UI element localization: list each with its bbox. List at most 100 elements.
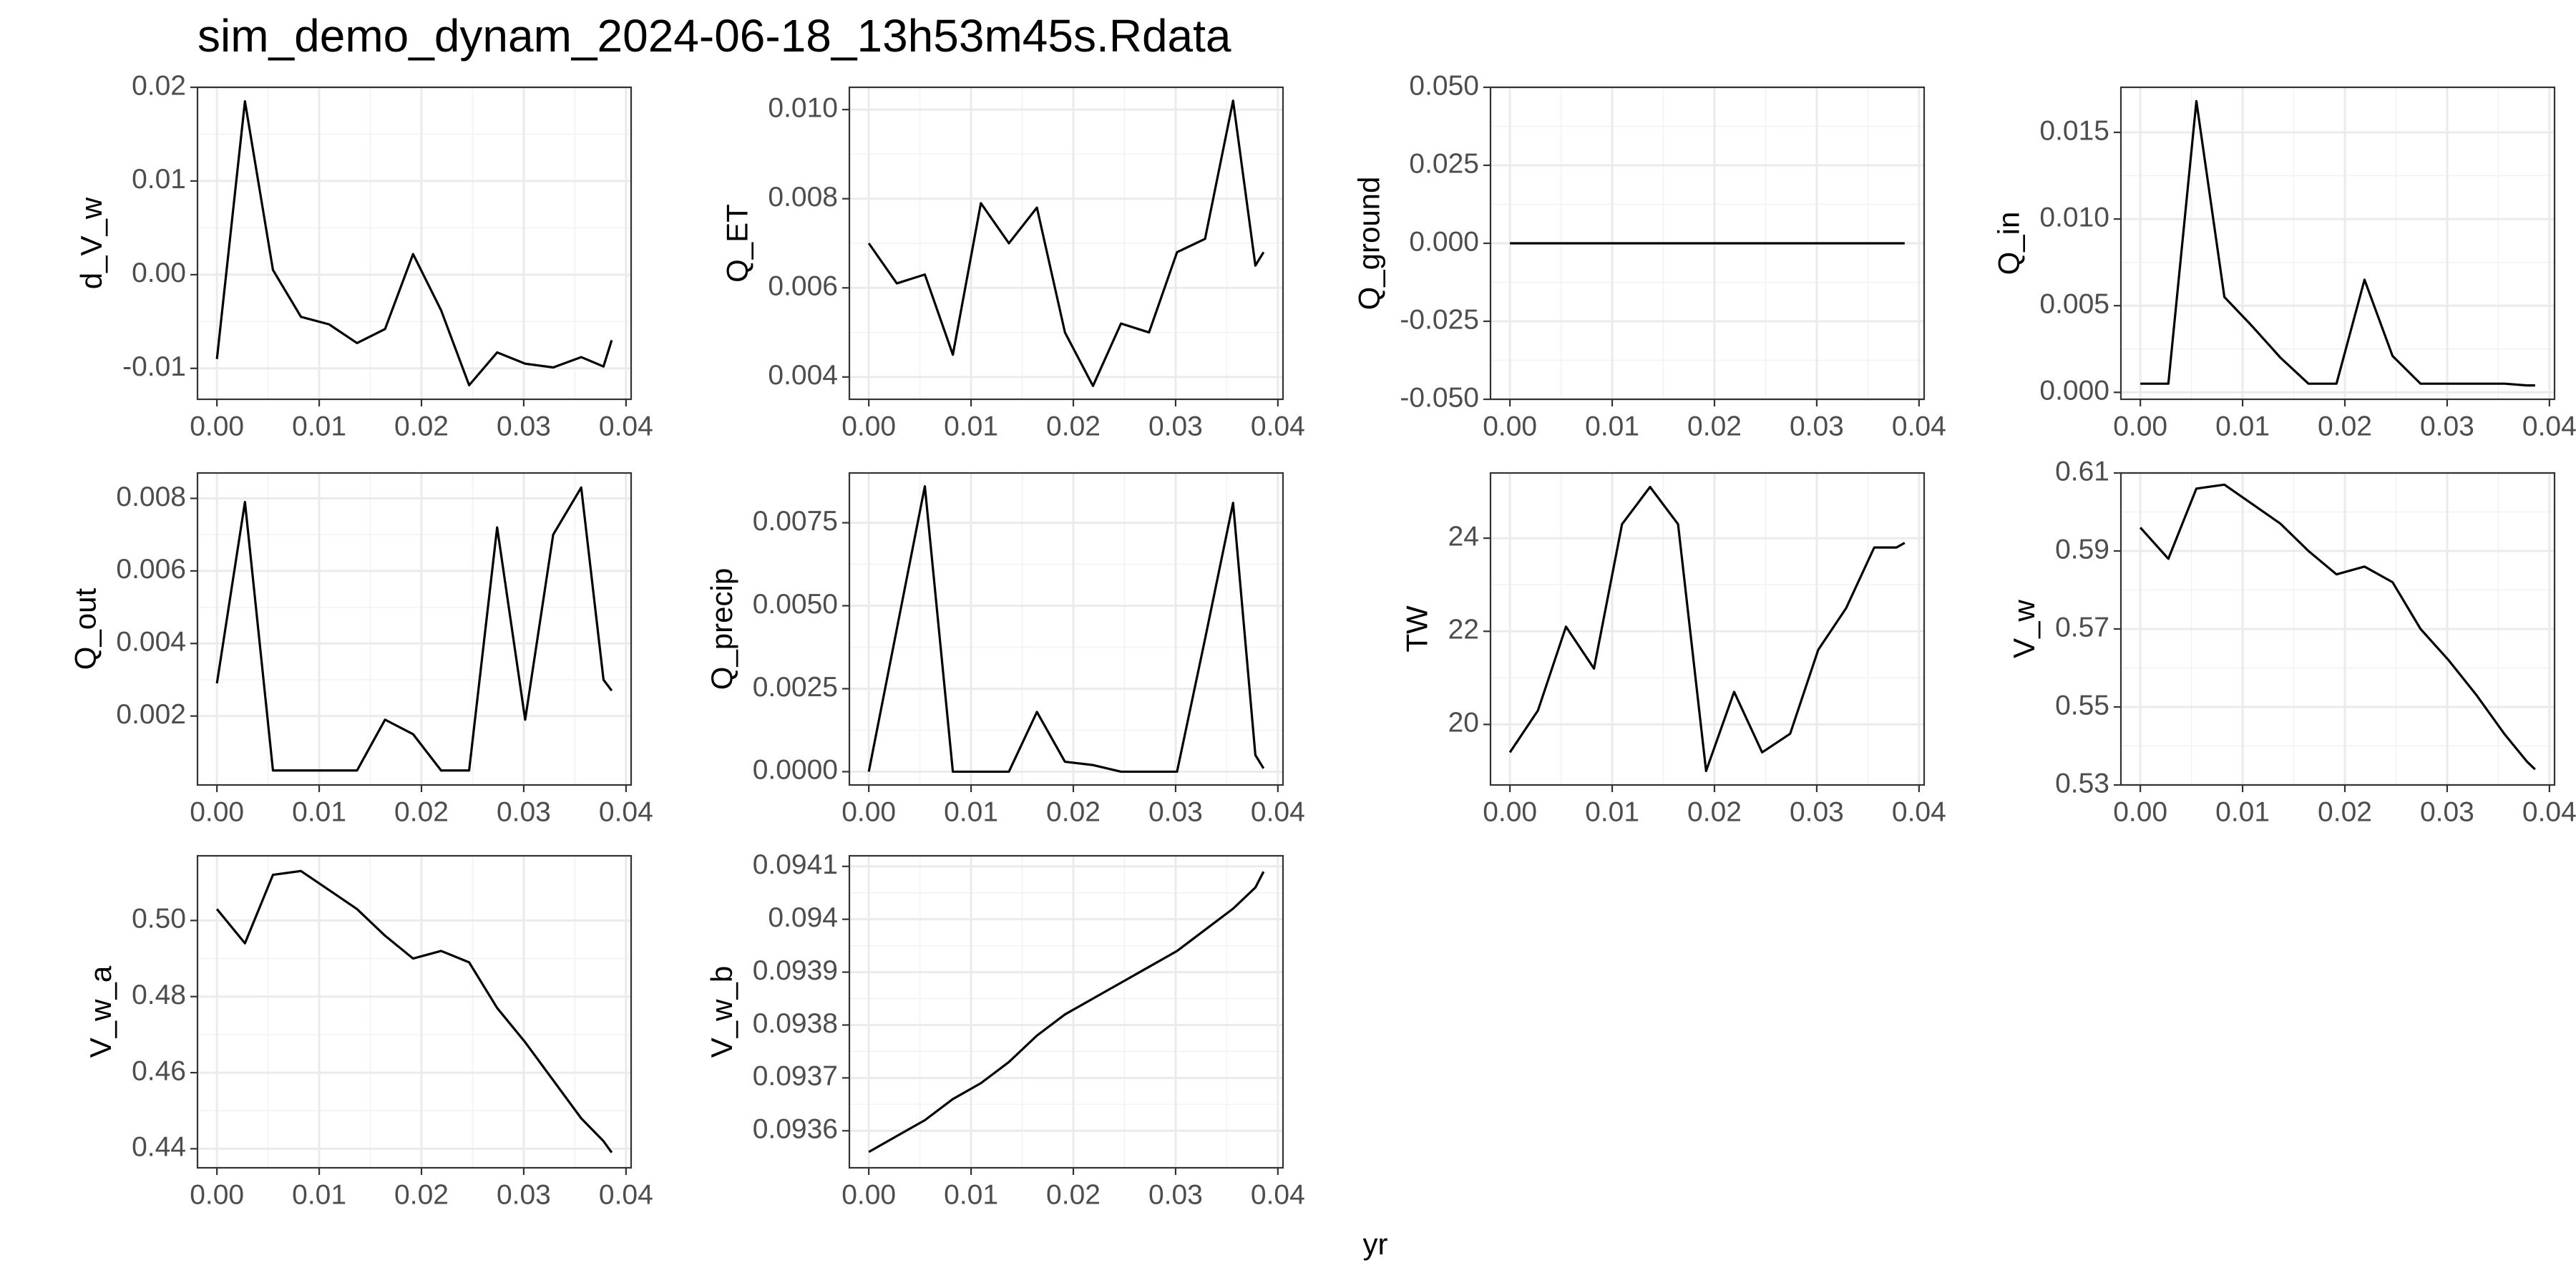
x-tick-label: 0.00 <box>190 1179 244 1210</box>
x-tick-label: 0.04 <box>599 796 653 827</box>
x-tick-label: 0.02 <box>1046 1179 1101 1210</box>
x-tick-label: 0.02 <box>1046 411 1101 441</box>
plot-background <box>849 473 1283 785</box>
y-tick-label: 0.0075 <box>753 506 838 537</box>
y-tick-label: 0.010 <box>768 92 838 123</box>
x-tick-label: 0.02 <box>1046 796 1101 827</box>
panel: 0.002 0.004 0.006 0.008 0.00 0.01 0.02 0.03 0.04… <box>68 472 653 827</box>
panel-border <box>2119 86 2556 401</box>
plot-background <box>849 856 1283 1168</box>
x-tick-label: 0.02 <box>394 411 449 441</box>
x-tick-label: 0.00 <box>190 796 244 827</box>
y-axis-title: d_V_w <box>74 197 108 289</box>
y-axis-title: TW <box>1400 605 1434 653</box>
data-line <box>867 484 1265 774</box>
y-tick-label: 0.025 <box>1409 148 1479 179</box>
panel: 0.0936 0.0937 0.0938 0.0939 0.094 0.0941 0.00 0… <box>705 849 1305 1210</box>
panel-border <box>848 86 1284 401</box>
y-tick-label: 0.53 <box>2055 768 2109 799</box>
y-tick-label: 0.50 <box>132 904 186 935</box>
panel: 20 22 24 0.00 0.01 0.02 0.03 0.04 TW <box>1400 472 1946 827</box>
y-tick-label: -0.050 <box>1400 382 1479 413</box>
x-tick-label: 0.01 <box>944 796 998 827</box>
y-tick-label: 0.004 <box>116 627 186 658</box>
y-tick-label: 0.0050 <box>753 589 838 620</box>
plot-background <box>197 473 631 785</box>
x-tick-label: 0.00 <box>190 411 244 441</box>
y-tick-label: 0.48 <box>132 980 186 1010</box>
x-tick-label: 0.03 <box>497 411 551 441</box>
data-line <box>1508 485 1906 773</box>
x-tick-label: 0.00 <box>2113 411 2167 441</box>
x-tick-label: 0.01 <box>2215 411 2270 441</box>
x-tick-label: 0.02 <box>2318 796 2372 827</box>
y-tick-label: 0.0936 <box>753 1114 838 1145</box>
panel: 0.004 0.006 0.008 0.010 0.00 0.01 0.02 0.03 0.04… <box>720 86 1305 441</box>
y-tick-label: 0.004 <box>768 360 838 391</box>
x-tick-label: 0.02 <box>1687 411 1742 441</box>
y-tick-label: 0.57 <box>2055 612 2109 643</box>
x-tick-label: 0.01 <box>1585 796 1639 827</box>
x-tick-label: 0.01 <box>1585 411 1639 441</box>
y-tick-label: 0.015 <box>2039 115 2109 146</box>
y-tick-label: 0.050 <box>1409 70 1479 101</box>
x-tick-label: 0.01 <box>2215 796 2270 827</box>
y-axis-title: Q_in <box>1991 212 2025 275</box>
y-tick-label: 0.61 <box>2055 456 2109 487</box>
data-line <box>2139 483 2536 771</box>
y-tick-label: 0.46 <box>132 1055 186 1086</box>
y-tick-label: -0.025 <box>1400 304 1479 335</box>
panel-border <box>196 472 633 786</box>
data-line <box>868 871 1265 1153</box>
y-tick-label: 0.0939 <box>753 955 838 986</box>
y-tick-label: -0.01 <box>122 351 186 382</box>
x-tick-label: 0.01 <box>292 411 346 441</box>
data-line <box>867 99 1265 387</box>
x-tick-label: 0.02 <box>1687 796 1742 827</box>
y-tick-label: 0.094 <box>768 902 838 933</box>
y-tick-label: 0.006 <box>768 271 838 302</box>
y-tick-label: 0.008 <box>116 482 186 512</box>
x-tick-label: 0.04 <box>599 411 653 441</box>
y-tick-label: 0.000 <box>1409 226 1479 257</box>
y-axis-title: Q_ET <box>720 204 753 283</box>
x-tick-label: 0.01 <box>944 1179 998 1210</box>
data-line <box>215 100 613 386</box>
x-tick-label: 0.00 <box>841 411 896 441</box>
panel: 0.53 0.55 0.57 0.59 0.61 0.00 0.01 0.02 0.03 0.04… <box>2007 456 2576 827</box>
y-tick-label: 0.01 <box>132 164 186 195</box>
x-tick-label: 0.00 <box>841 1179 896 1210</box>
y-tick-label: 0.005 <box>2039 288 2109 319</box>
y-tick-label: 0.0941 <box>753 849 838 880</box>
x-axis-title: yr <box>1363 1227 1388 1261</box>
panel: 0.000 0.005 0.010 0.015 0.00 0.01 0.02 0.03 0.04… <box>1991 86 2576 441</box>
y-axis-title: V_w_b <box>705 966 738 1058</box>
y-tick-label: 20 <box>1448 708 1479 738</box>
y-tick-label: 0.010 <box>2039 202 2109 233</box>
x-tick-label: 0.03 <box>497 796 551 827</box>
x-tick-label: 0.00 <box>1483 411 1537 441</box>
x-tick-label: 0.03 <box>1790 411 1844 441</box>
x-tick-label: 0.04 <box>1251 796 1305 827</box>
x-tick-label: 0.00 <box>2113 796 2167 827</box>
x-tick-label: 0.03 <box>1148 1179 1203 1210</box>
x-tick-label: 0.01 <box>292 1179 346 1210</box>
x-tick-label: 0.04 <box>1251 1179 1305 1210</box>
panel: -0.010.000.010.020.00 0.01 0.02 0.03 0.04d_V… <box>74 70 653 441</box>
x-tick-label: 0.04 <box>1892 411 1946 441</box>
x-tick-label: 0.03 <box>497 1179 551 1210</box>
x-tick-label: 0.03 <box>1790 796 1844 827</box>
y-axis-title: V_w_a <box>84 965 117 1058</box>
data-line <box>215 486 613 772</box>
plot-background <box>197 856 631 1168</box>
y-tick-label: 0.008 <box>768 182 838 213</box>
panel-border <box>196 854 633 1169</box>
x-tick-label: 0.04 <box>1251 411 1305 441</box>
x-tick-label: 0.03 <box>1148 796 1203 827</box>
x-tick-label: 0.01 <box>944 411 998 441</box>
x-tick-label: 0.03 <box>1148 411 1203 441</box>
x-tick-label: 0.02 <box>2318 411 2372 441</box>
panel: 0.0000 0.0025 0.0050 0.0075 0.00 0.01 0.02 0.03… <box>705 472 1305 827</box>
